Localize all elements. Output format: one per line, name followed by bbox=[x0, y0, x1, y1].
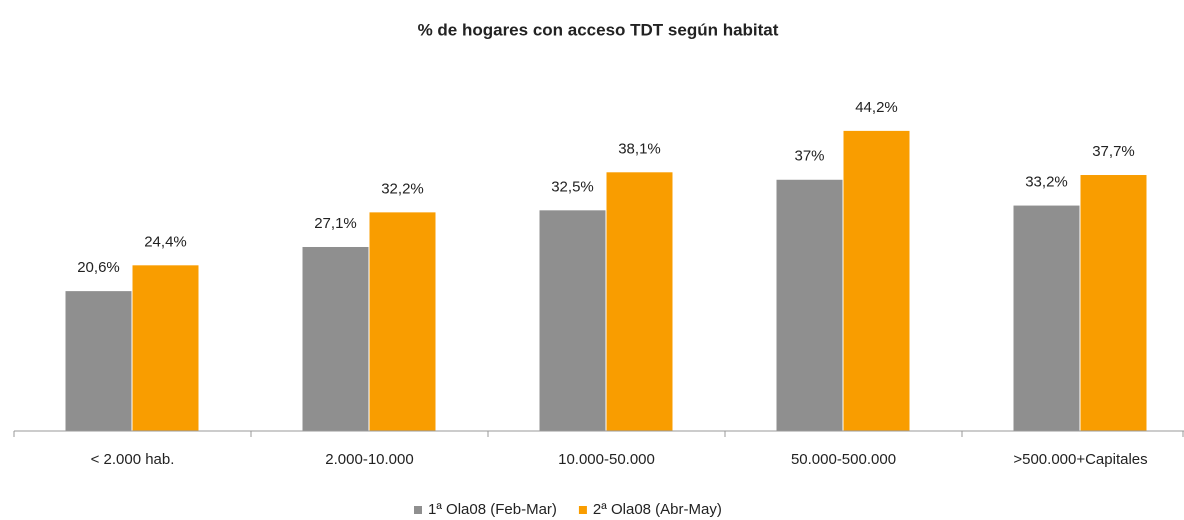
legend-label: 2ª Ola08 (Abr-May) bbox=[593, 501, 722, 518]
chart-title: % de hogares con acceso TDT según habita… bbox=[418, 20, 779, 39]
value-label: 24,4% bbox=[144, 233, 187, 250]
bar bbox=[539, 210, 606, 431]
x-tick-label: < 2.000 hab. bbox=[91, 451, 175, 468]
value-label: 20,6% bbox=[77, 259, 120, 276]
legend-label: 1ª Ola08 (Feb-Mar) bbox=[428, 501, 557, 518]
x-tick-label: >500.000+Capitales bbox=[1013, 451, 1147, 468]
value-label: 37% bbox=[794, 148, 824, 165]
value-label: 33,2% bbox=[1025, 174, 1068, 191]
bar bbox=[606, 172, 673, 431]
bar bbox=[843, 130, 910, 431]
value-label: 44,2% bbox=[855, 99, 898, 116]
bar bbox=[776, 179, 843, 431]
value-label: 38,1% bbox=[618, 140, 661, 157]
bar bbox=[1080, 175, 1147, 431]
bar bbox=[132, 265, 199, 431]
value-label: 37,7% bbox=[1092, 143, 1135, 160]
value-label: 32,2% bbox=[381, 180, 424, 197]
value-label: 27,1% bbox=[314, 215, 357, 232]
bar bbox=[302, 246, 369, 431]
legend-swatch bbox=[578, 506, 587, 514]
x-tick-label: 2.000-10.000 bbox=[325, 451, 413, 468]
value-label: 32,5% bbox=[551, 178, 594, 195]
x-tick-label: 10.000-50.000 bbox=[558, 451, 655, 468]
legend-swatch bbox=[414, 506, 422, 514]
bar bbox=[65, 291, 132, 431]
bar bbox=[1013, 205, 1080, 431]
x-tick-label: 50.000-500.000 bbox=[791, 451, 896, 468]
bar bbox=[369, 212, 436, 431]
